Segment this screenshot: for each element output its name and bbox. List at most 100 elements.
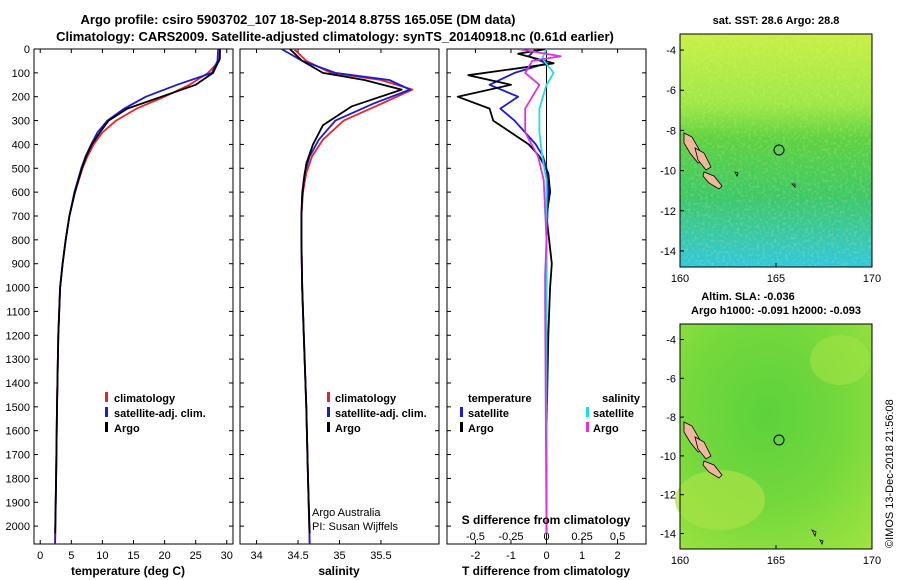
- sla-map: Altim. SLA: -0.036 Argo h1000: -0.091 h2…: [660, 291, 881, 567]
- map-y-tick-label: -6: [666, 373, 676, 385]
- x-tick-label: 2: [615, 550, 621, 562]
- map-y-tick-label: -10: [660, 451, 676, 463]
- legend-heading-salinity: salinity: [602, 393, 641, 405]
- sla-map-title-line2: Argo h1000: -0.091 h2000: -0.093: [691, 305, 861, 317]
- x-tick-label: 5: [68, 550, 74, 562]
- map-y-tick-label: -4: [666, 45, 676, 57]
- annotation-argo-australia: Argo Australia: [312, 507, 381, 519]
- difference-xlabel-temperature: T difference from climatology: [462, 564, 630, 578]
- y-tick-label: 1600: [6, 426, 30, 438]
- y-tick-label: 700: [12, 211, 30, 223]
- map-x-tick-label: 165: [767, 555, 785, 567]
- x-tick-label: -1: [506, 550, 516, 562]
- map-y-tick-label: -4: [666, 335, 676, 347]
- map-y-tick-label: -6: [666, 85, 676, 97]
- salinity-panel: 34 34.5 35 35.5 salinity climatology satell…: [239, 48, 440, 578]
- series-line-argo: [289, 49, 403, 534]
- figure-title-line2: Climatology: CARS2009. Satellite-adjuste…: [56, 29, 614, 44]
- y-tick-label: 2000: [6, 521, 30, 533]
- series-line-salinity-satellite: [538, 49, 555, 534]
- map-y-tick-label: -8: [666, 125, 676, 137]
- map-y-tick-label: -14: [660, 528, 676, 540]
- map-x-tick-label: 170: [863, 273, 881, 285]
- legend-label-argo: Argo: [335, 423, 361, 435]
- salinity-legend: climatology satellite-adj. clim. Argo: [327, 392, 427, 435]
- y-tick-label: 400: [12, 139, 30, 151]
- map-x-tick-label: 160: [671, 555, 689, 567]
- map-y-tick-label: -12: [660, 490, 676, 502]
- legend-swatch-temp-satellite: [460, 407, 463, 417]
- x-tick-label: 0: [543, 550, 549, 562]
- sst-map-coastline: [683, 132, 796, 190]
- legend-swatch-sal-satellite: [586, 407, 589, 417]
- legend-swatch-satellite: [327, 407, 330, 417]
- legend-swatch-climatology: [327, 392, 330, 402]
- legend-swatch-argo: [327, 422, 330, 432]
- y-tick-label: 600: [12, 187, 30, 199]
- temperature-panel: 0100200300400500600700800900100011001200…: [6, 44, 234, 578]
- legend-label-satellite: satellite-adj. clim.: [114, 408, 206, 420]
- salinity-plot-frame: [239, 48, 440, 545]
- temperature-plot-frame: [33, 48, 234, 545]
- sla-map-title-line1: Altim. SLA: -0.036: [701, 291, 795, 303]
- credit-stamp: ©IMOS 13-Dec-2018 21:56:08: [884, 399, 896, 548]
- y-tick-label: 1500: [6, 402, 30, 414]
- y-tick-label: 1200: [6, 330, 30, 342]
- x2-tick-label: -0.5: [466, 531, 485, 543]
- legend-label-temp-argo: Argo: [468, 423, 494, 435]
- x-tick-label: 35: [333, 550, 345, 562]
- legend-label-temp-satellite: satellite: [468, 408, 509, 420]
- x2-tick-label: -0.25: [498, 531, 523, 543]
- sst-map: sat. SST: 28.6 Argo: 28.8 160 165 170 -4 -6 -…: [660, 15, 881, 285]
- map-x-tick-label: 165: [767, 273, 785, 285]
- figure-title-line1: Argo profile: csiro 5903702_107 18-Sep-2…: [81, 12, 516, 27]
- y-tick-label: 1300: [6, 354, 30, 366]
- map-y-tick-label: -14: [660, 246, 676, 258]
- sst-map-texture: [680, 34, 872, 267]
- y-tick-label: 200: [12, 92, 30, 104]
- map-x-tick-label: 160: [671, 273, 689, 285]
- legend-label-sal-argo: Argo: [593, 423, 619, 435]
- x-tick-label: 34: [250, 550, 262, 562]
- legend-label-climatology: climatology: [335, 393, 397, 405]
- difference-legend: temperature satellite Argo salinity sate…: [460, 393, 641, 435]
- legend-swatch-temp-argo: [460, 422, 463, 432]
- sla-map-float-position: [773, 434, 785, 446]
- map-y-tick-label: -10: [660, 166, 676, 178]
- legend-label-climatology: climatology: [114, 393, 176, 405]
- sst-map-float-position: [773, 144, 785, 156]
- y-tick-label: 1700: [6, 450, 30, 462]
- temperature-xlabel: temperature (deg C): [71, 564, 185, 578]
- series-line-salinity-argo: [517, 49, 562, 534]
- x-tick-label: 20: [158, 550, 170, 562]
- legend-label-sal-satellite: satellite: [593, 408, 634, 420]
- x-tick-label: 30: [221, 550, 233, 562]
- y-tick-label: 500: [12, 163, 30, 175]
- sla-map-highlight: [810, 335, 870, 385]
- x-tick-label: 25: [190, 550, 202, 562]
- series-line-temperature-argo: [456, 49, 555, 534]
- x-tick-label: 34.5: [287, 550, 308, 562]
- map-y-tick-label: -8: [666, 412, 676, 424]
- y-tick-label: 1100: [6, 306, 30, 318]
- y-tick-label: 800: [12, 235, 30, 247]
- y-tick-label: 1800: [6, 473, 30, 485]
- y-tick-label: 900: [12, 259, 30, 271]
- sst-map-title: sat. SST: 28.6 Argo: 28.8: [713, 15, 840, 27]
- x-tick-label: 15: [127, 550, 139, 562]
- temperature-legend: climatology satellite-adj. clim. Argo: [105, 392, 206, 435]
- y-tick-label: 300: [12, 116, 30, 128]
- legend-heading-temperature: temperature: [468, 393, 532, 405]
- legend-swatch-sal-argo: [586, 422, 589, 432]
- y-tick-label: 1400: [6, 378, 30, 390]
- x2-tick-label: 0.25: [571, 531, 592, 543]
- x-tick-label: -2: [471, 550, 481, 562]
- y-tick-label: 1900: [6, 497, 30, 509]
- legend-swatch-argo: [105, 422, 108, 432]
- y-tick-label: 0: [24, 44, 30, 56]
- x-tick-label: 0: [37, 550, 43, 562]
- map-y-tick-label: -12: [660, 206, 676, 218]
- series-line-argo: [54, 49, 221, 534]
- sla-map-coastline: [683, 421, 824, 546]
